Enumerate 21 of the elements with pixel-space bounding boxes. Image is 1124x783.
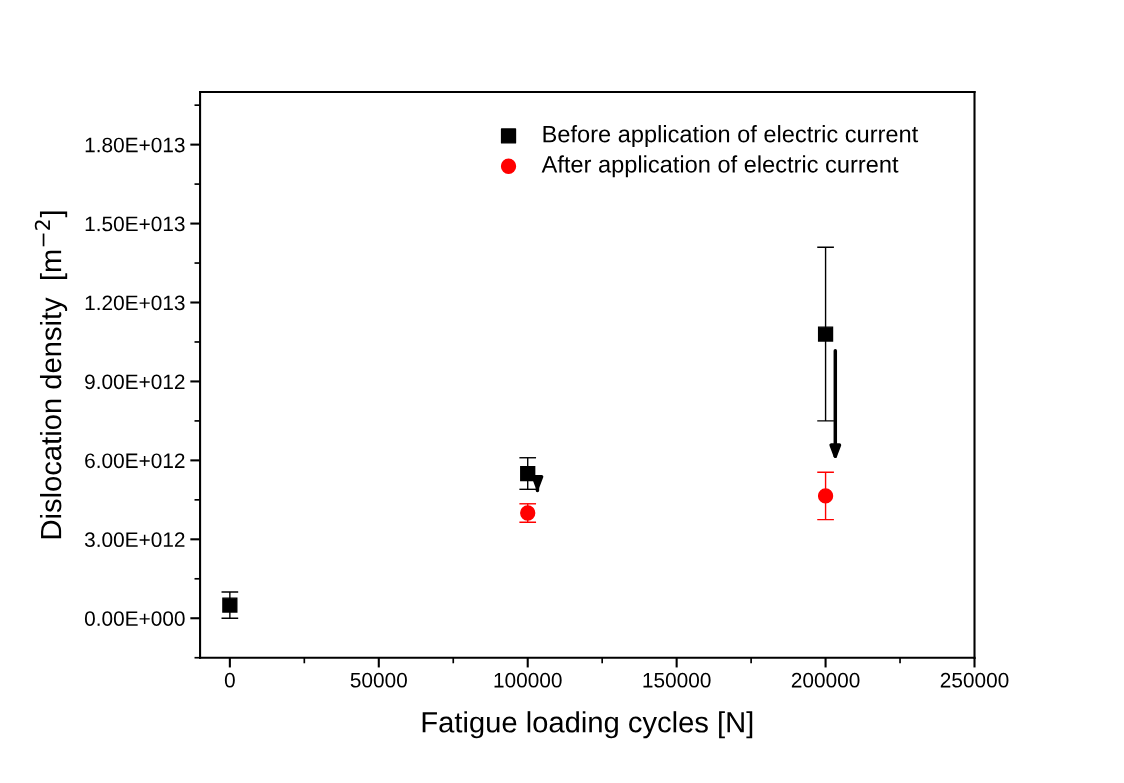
x-axis-title: Fatigue loading cycles [N]	[422, 711, 753, 739]
y-tick-label: 3.00E+012	[84, 532, 185, 548]
point	[222, 597, 238, 613]
point	[817, 326, 834, 342]
x-tick-label: 50000	[350, 672, 407, 688]
y-axis-title: Dislocation density [m$^{−2}$]	[34, 211, 68, 539]
x-tick-label: 100000	[494, 672, 562, 688]
legend-label: Before application of electric current	[543, 125, 919, 148]
x-tick-label: 150000	[643, 672, 711, 688]
y-tick-label: 1.50E+013	[85, 216, 185, 232]
x-tick-label: 0	[224, 672, 235, 688]
x-tick-label: 250000	[940, 672, 1009, 688]
point	[520, 465, 536, 482]
legend-label: After application of electric current	[541, 155, 899, 178]
y-tick-label: 0.00E+000	[84, 611, 185, 627]
y-tick-label: 9.00E+012	[85, 374, 185, 390]
y-tick-label: 1.20E+013	[85, 295, 185, 311]
y-tick-label: 6.00E+012	[85, 453, 185, 469]
x-tick-label: 200000	[791, 672, 860, 688]
point	[817, 488, 834, 504]
y-tick-label: 1.80E+013	[85, 137, 185, 153]
